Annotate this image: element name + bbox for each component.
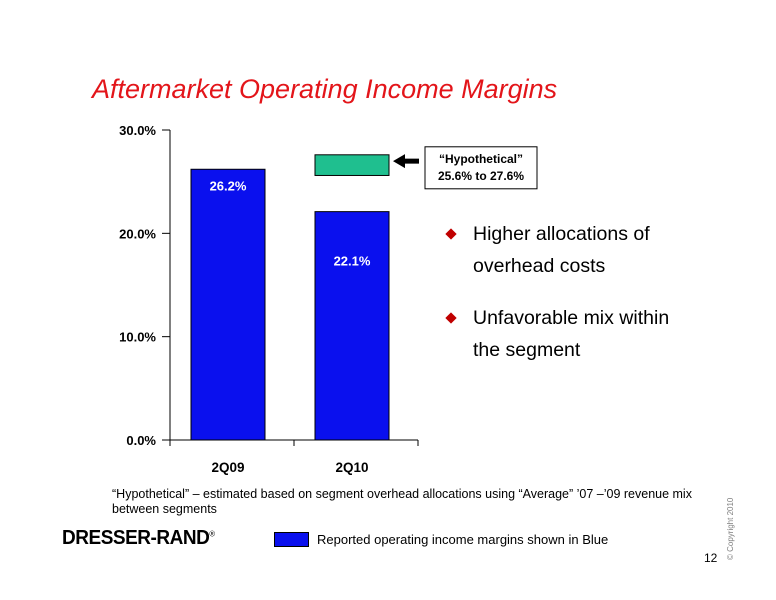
bar-data-label: 22.1% xyxy=(334,254,371,269)
hypothetical-callout-range: 25.6% to 27.6% xyxy=(438,169,524,183)
bullet-item: Higher allocations of overhead costs xyxy=(445,218,695,282)
y-tick-label: 20.0% xyxy=(119,226,156,241)
bullet-text: Higher allocations of overhead costs xyxy=(473,223,650,277)
diamond-bullet-icon xyxy=(445,312,457,324)
copyright-notice: © Copyright 2010 xyxy=(726,497,735,560)
legend-swatch xyxy=(274,532,309,547)
legend: Reported operating income margins shown … xyxy=(274,532,608,547)
x-tick-label: 2Q09 xyxy=(211,460,244,475)
y-tick-label: 10.0% xyxy=(119,330,156,345)
bar-2q10 xyxy=(314,211,390,441)
slide-title: Aftermarket Operating Income Margins xyxy=(92,74,558,104)
left-arrow-icon xyxy=(393,154,405,169)
hypothetical-callout-box xyxy=(424,146,538,190)
bar-data-label: 26.2% xyxy=(210,178,247,193)
company-logo: DRESSER-RAND® xyxy=(62,527,215,550)
footnote: “Hypothetical” – estimated based on segm… xyxy=(112,487,692,516)
diamond-bullet-icon xyxy=(445,228,457,240)
x-tick-label: 2Q10 xyxy=(335,460,368,475)
registered-mark: ® xyxy=(209,529,215,539)
bullet-text: Unfavorable mix within the segment xyxy=(473,307,670,361)
hypothetical-range-box xyxy=(314,154,390,176)
logo-text: DRESSER-RAND xyxy=(62,527,210,549)
page-number: 12 xyxy=(704,551,718,565)
y-tick-label: 0.0% xyxy=(126,433,156,448)
hypothetical-callout-title: “Hypothetical” xyxy=(439,152,523,166)
y-tick-label: 30.0% xyxy=(119,123,156,138)
bar-2q09 xyxy=(190,168,266,441)
bullet-item: Unfavorable mix within the segment xyxy=(445,302,695,366)
legend-label: Reported operating income margins shown … xyxy=(317,532,609,547)
bullet-list: Higher allocations of overhead costs Unf… xyxy=(445,218,695,386)
